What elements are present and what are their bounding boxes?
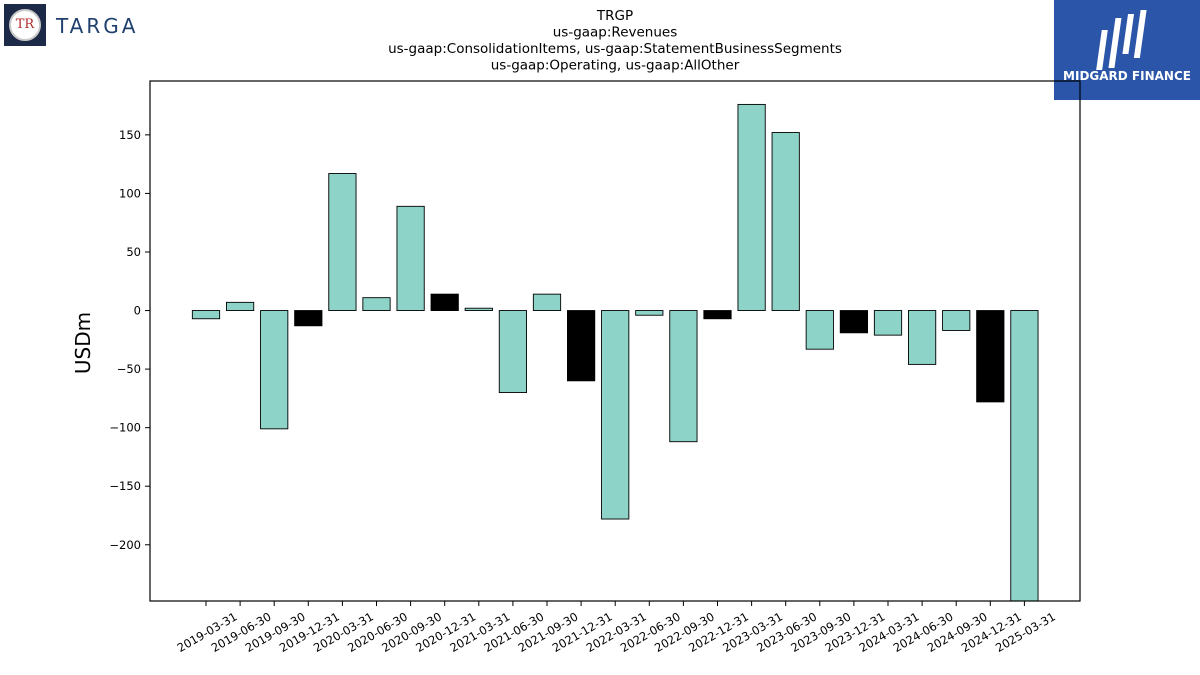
- bar-2024-09-30: [942, 310, 971, 331]
- chart-title-line: us-gaap:ConsolidationItems, us-gaap:Stat…: [388, 41, 842, 57]
- bar-2023-03-31: [737, 103, 766, 312]
- targa-logo-text: TARGA: [56, 14, 139, 38]
- midgard-finance-logo-icon: [1096, 10, 1147, 70]
- bar-2022-12-31: [703, 310, 732, 320]
- bar-2019-03-31: [191, 310, 221, 320]
- targa-logo: TR TARGA: [4, 4, 164, 48]
- bar-2024-06-30: [908, 310, 937, 365]
- bar-2020-09-30: [396, 205, 425, 312]
- targa-logo-emblem-icon: TR: [9, 9, 41, 41]
- chart-title-line: us-gaap:Revenues: [553, 25, 678, 41]
- y-tick-label: −200: [109, 538, 141, 552]
- y-tick-label: 50: [126, 245, 141, 259]
- bar-2021-09-30: [532, 293, 562, 311]
- chart-title: TRGPus-gaap:Revenuesus-gaap:Consolidatio…: [388, 8, 842, 74]
- bar-2023-09-30: [805, 310, 834, 350]
- y-tick-label: −50: [117, 362, 141, 376]
- bar-2022-09-30: [669, 310, 698, 443]
- bar-2019-09-30: [260, 310, 289, 430]
- y-tick-label: −100: [109, 421, 141, 435]
- targa-logo-mark: TR: [4, 4, 46, 46]
- bar-2020-03-31: [328, 173, 357, 312]
- bar-2024-12-31: [976, 310, 1005, 403]
- bar-2021-06-30: [498, 310, 527, 393]
- y-tick-label: 100: [119, 186, 141, 200]
- bar-2021-12-31: [567, 310, 596, 382]
- y-tick-label: 150: [119, 128, 141, 142]
- bar-series: [191, 103, 1039, 602]
- chart-title-line: TRGP: [596, 8, 633, 24]
- y-axis-label: USDm: [71, 312, 95, 374]
- bar-2020-06-30: [362, 297, 391, 312]
- bar-2025-03-31: [1010, 310, 1039, 602]
- midgard-finance-logo: MIDGARD FINANCE: [1054, 0, 1200, 100]
- y-tick-label: −150: [109, 479, 141, 493]
- bar-2023-06-30: [771, 132, 800, 312]
- y-tick-label: 0: [134, 304, 141, 318]
- bar-2019-06-30: [225, 301, 255, 312]
- bar-2021-03-31: [464, 307, 493, 311]
- bar-2020-12-31: [430, 293, 459, 311]
- bar-2022-03-31: [601, 310, 630, 520]
- bar-2022-06-30: [635, 310, 664, 316]
- chart-title-line: us-gaap:Operating, us-gaap:AllOther: [491, 58, 740, 74]
- midgard-finance-logo-text: MIDGARD FINANCE: [1063, 69, 1191, 83]
- bar-2024-03-31: [873, 310, 903, 336]
- bar-2019-12-31: [294, 310, 323, 327]
- bar-2023-12-31: [839, 310, 868, 334]
